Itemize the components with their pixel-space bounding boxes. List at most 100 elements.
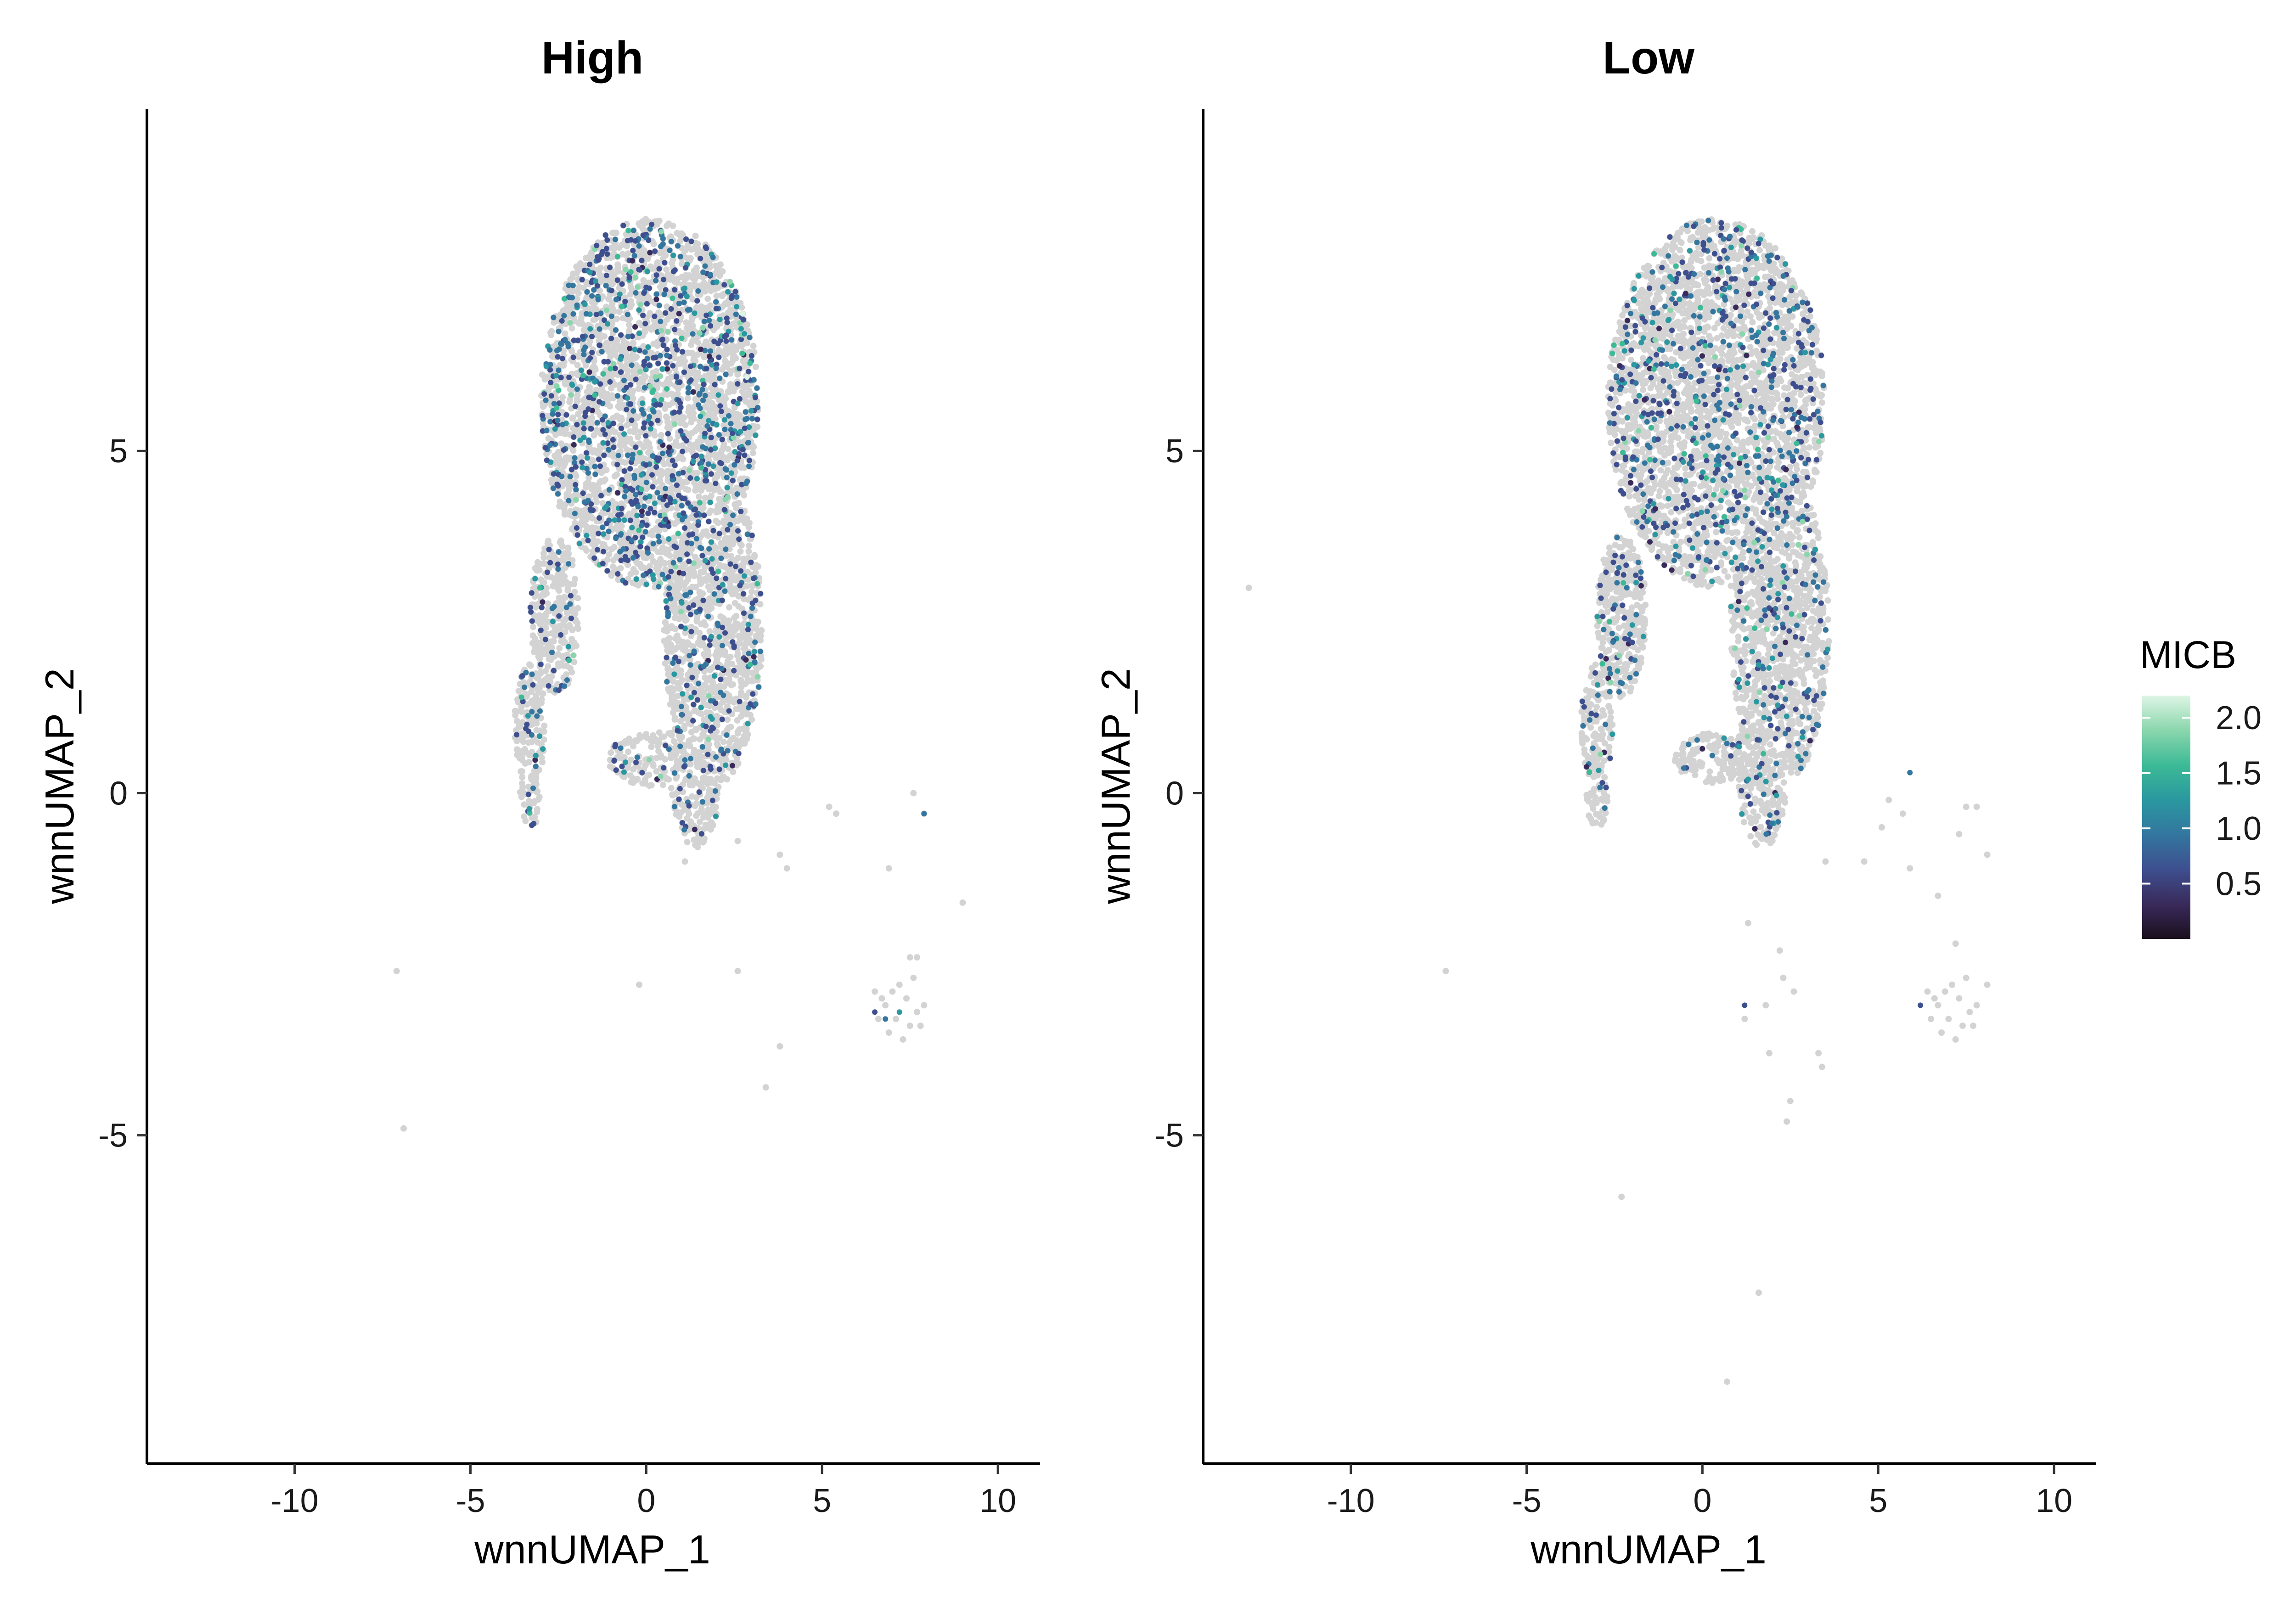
cell-point [750, 343, 757, 349]
cell-point [730, 735, 737, 742]
cell-point [740, 358, 747, 365]
cell-point [584, 388, 591, 395]
cell-point [561, 639, 568, 646]
points-high [393, 216, 966, 1132]
cell-point [744, 390, 751, 397]
cell-point [737, 476, 744, 483]
cell-point [571, 659, 578, 666]
cell-point [697, 580, 704, 587]
cell-point [649, 528, 656, 534]
cell-point [707, 302, 714, 309]
cell-point [733, 705, 740, 712]
cell-point [605, 296, 612, 303]
cell-point [646, 771, 653, 778]
cell-point [545, 537, 551, 544]
cell-point [581, 507, 588, 514]
cell-point [738, 689, 744, 696]
cell-point [616, 416, 623, 422]
cell-point [703, 812, 710, 819]
cell-point [655, 748, 662, 755]
cell-point [731, 533, 737, 539]
cell-point [745, 524, 752, 531]
cell-point [559, 394, 566, 401]
cell-point [625, 250, 631, 257]
cell-point [536, 567, 543, 573]
cell-point [668, 624, 675, 631]
cell-point [540, 554, 547, 561]
cell-point [519, 768, 526, 775]
cell-point [670, 222, 676, 229]
cell-point [675, 230, 681, 237]
cell-point [737, 713, 744, 720]
cell-point [751, 625, 758, 632]
cell-point [610, 557, 617, 564]
cell-point [757, 663, 764, 670]
cell-point [679, 748, 686, 755]
cell-point [677, 420, 684, 427]
cell-point [592, 366, 599, 373]
cell-point [740, 560, 747, 567]
cell-point [619, 343, 625, 350]
cell-point [592, 494, 599, 501]
cell-point [532, 695, 539, 702]
cell-point [536, 655, 543, 662]
cell-point [695, 423, 702, 430]
cell-point [560, 362, 567, 369]
cell-point [616, 399, 623, 405]
cell-point [627, 571, 634, 578]
cell-point [720, 774, 727, 781]
cell-point [734, 621, 741, 628]
cell-point [706, 702, 713, 709]
cell-point [700, 505, 707, 511]
cell-point [566, 399, 573, 405]
cell-point [643, 734, 650, 741]
cell-point [709, 805, 716, 812]
cell-point [611, 473, 618, 480]
cell-point [733, 484, 740, 491]
cell-point [738, 679, 745, 686]
cell-point [692, 803, 698, 809]
cell-point [563, 609, 570, 616]
cell-point [626, 510, 633, 517]
cell-point [619, 438, 626, 444]
cell-point [675, 585, 682, 592]
cell-point [682, 579, 689, 586]
cell-point [698, 782, 704, 789]
cell-point [649, 557, 656, 564]
cell-point [566, 623, 573, 629]
cell-point [542, 624, 549, 631]
cell-point [630, 743, 637, 750]
cell-point [528, 774, 535, 781]
cell-point [556, 645, 563, 652]
cell-point [733, 612, 740, 619]
cell-point [712, 734, 719, 741]
cell-point [712, 263, 719, 269]
cell-point [545, 663, 551, 670]
cell-point [614, 268, 621, 275]
cell-point [664, 391, 671, 398]
cell-point [568, 669, 575, 676]
cell-point [703, 677, 710, 684]
cell-point [608, 749, 614, 756]
cell-point [571, 581, 578, 588]
cell-point [685, 322, 692, 328]
cell-point [627, 298, 634, 305]
cell-point [561, 511, 568, 518]
cell-point [743, 398, 749, 405]
cell-point [687, 737, 694, 744]
cell-point [627, 284, 634, 291]
cell-point [526, 661, 533, 668]
cell-point [700, 839, 706, 846]
cell-point [662, 619, 669, 626]
cell-point [674, 580, 681, 587]
cell-point [625, 748, 632, 755]
cell-point [701, 568, 708, 574]
cell-point [563, 671, 570, 678]
cell-point [732, 587, 739, 594]
cell-point [755, 618, 762, 625]
cell-point [724, 360, 731, 367]
cell-point [713, 292, 720, 299]
cell-point [725, 388, 732, 395]
cell-point [671, 605, 678, 612]
cell-point [530, 624, 537, 630]
